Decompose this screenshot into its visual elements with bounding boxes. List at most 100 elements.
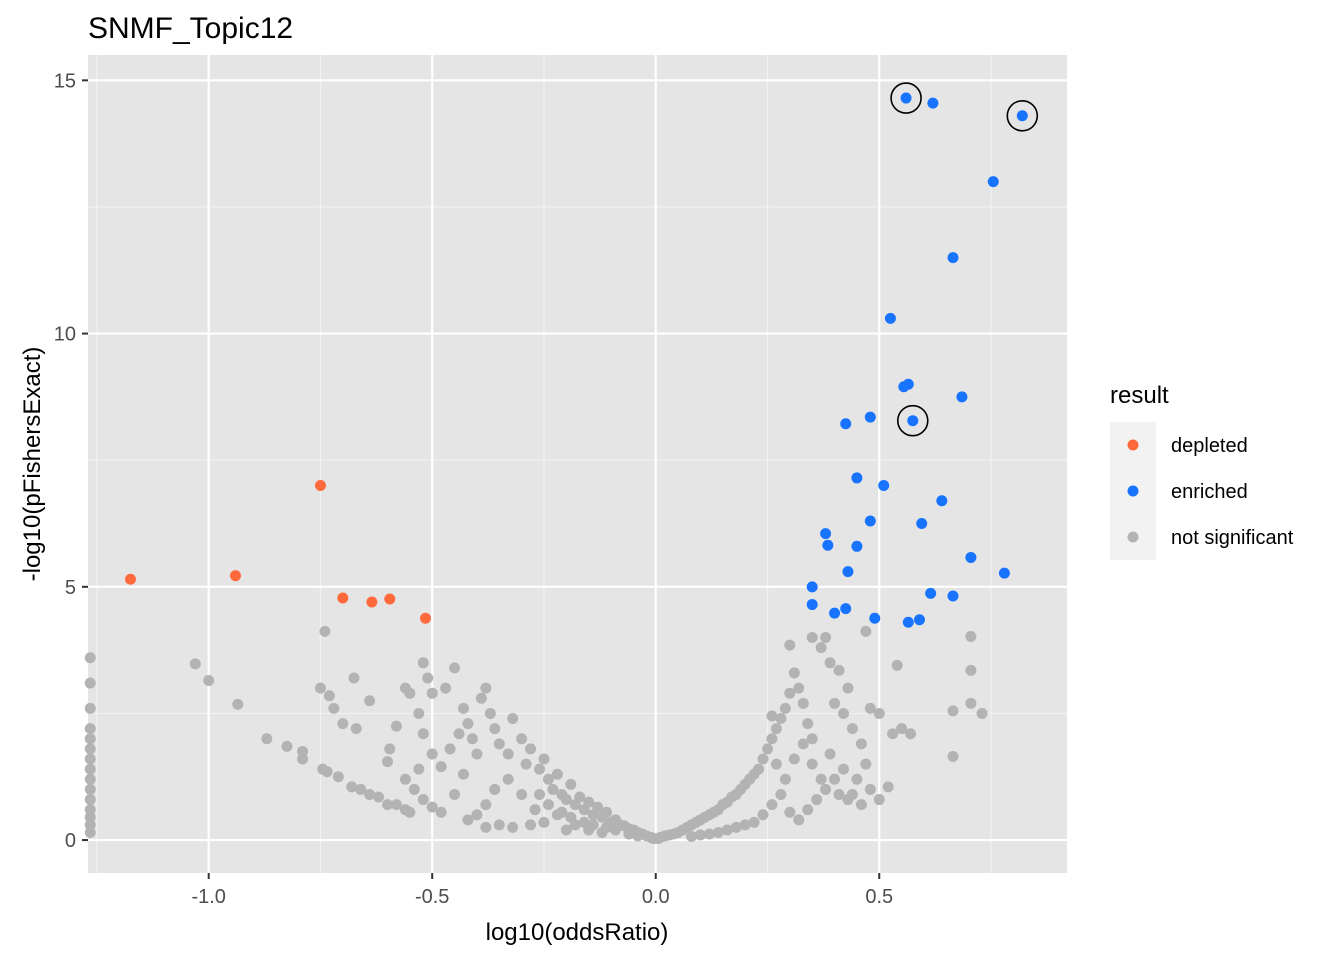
point-not-significant: [779, 773, 791, 785]
point-not-significant: [417, 794, 429, 806]
point-not-significant: [887, 728, 899, 740]
point-enriched: [820, 528, 832, 540]
point-enriched: [864, 411, 876, 423]
point-not-significant: [860, 758, 872, 770]
point-enriched: [936, 495, 948, 507]
point-enriched: [806, 581, 818, 593]
point-enriched: [987, 176, 999, 188]
point-enriched: [864, 515, 876, 527]
point-not-significant: [84, 652, 96, 664]
point-not-significant: [475, 692, 487, 704]
point-not-significant: [462, 718, 474, 730]
point-enriched: [851, 472, 863, 484]
point-not-significant: [873, 707, 885, 719]
point-not-significant: [328, 702, 340, 714]
point-not-significant: [770, 723, 782, 735]
point-enriched: [927, 97, 939, 109]
point-enriched: [916, 518, 928, 530]
point-not-significant: [323, 690, 335, 702]
x-axis: -1.0 -0.5 0.0 0.5: [191, 873, 893, 908]
point-not-significant: [350, 723, 362, 735]
point-not-significant: [281, 740, 293, 752]
point-not-significant: [824, 748, 836, 760]
point-not-significant: [811, 794, 823, 806]
point-not-significant: [458, 768, 470, 780]
point-not-significant: [471, 809, 483, 821]
point-not-significant: [905, 728, 917, 740]
point-not-significant: [824, 657, 836, 669]
point-not-significant: [384, 743, 396, 755]
point-not-significant: [842, 794, 854, 806]
point-not-significant: [520, 758, 532, 770]
point-enriched: [898, 381, 910, 393]
point-not-significant: [529, 804, 541, 816]
point-not-significant: [489, 723, 501, 735]
point-not-significant: [203, 675, 215, 687]
point-not-significant: [84, 763, 96, 775]
point-not-significant: [542, 799, 554, 811]
point-not-significant: [739, 819, 751, 831]
point-not-significant: [413, 763, 425, 775]
point-not-significant: [583, 796, 595, 808]
point-not-significant: [829, 773, 841, 785]
point-not-significant: [390, 720, 402, 732]
point-not-significant: [444, 743, 456, 755]
point-not-significant: [779, 702, 791, 714]
point-not-significant: [321, 766, 333, 778]
point-enriched: [965, 551, 977, 563]
point-not-significant: [846, 723, 858, 735]
x-tick-label: -1.0: [191, 886, 225, 908]
point-not-significant: [364, 695, 376, 707]
point-not-significant: [84, 819, 96, 831]
point-not-significant: [426, 748, 438, 760]
point-enriched: [913, 614, 925, 626]
highlight-ring: [890, 82, 922, 114]
point-not-significant: [534, 763, 546, 775]
point-not-significant: [855, 738, 867, 750]
point-not-significant: [507, 821, 519, 833]
point-not-significant: [806, 631, 818, 643]
point-enriched: [947, 590, 959, 602]
point-not-significant: [297, 753, 309, 765]
point-not-significant: [413, 707, 425, 719]
point-not-significant: [493, 738, 505, 750]
point-not-significant: [793, 682, 805, 694]
point-not-significant: [525, 819, 537, 831]
point-not-significant: [965, 630, 977, 642]
point-not-significant: [766, 733, 778, 745]
point-not-significant: [770, 758, 782, 770]
point-not-significant: [480, 799, 492, 811]
legend-key-not-significant: [1127, 531, 1139, 543]
point-not-significant: [232, 698, 244, 710]
point-not-significant: [516, 788, 528, 800]
point-not-significant: [297, 745, 309, 757]
point-not-significant: [565, 778, 577, 790]
point-enriched: [925, 587, 937, 599]
point-not-significant: [793, 814, 805, 826]
point-not-significant: [453, 728, 465, 740]
point-depleted: [366, 596, 378, 608]
point-not-significant: [965, 697, 977, 709]
point-not-significant: [947, 705, 959, 717]
point-not-significant: [965, 664, 977, 676]
y-tick-label: 5: [65, 577, 76, 599]
point-enriched: [956, 391, 968, 403]
point-not-significant: [757, 753, 769, 765]
point-not-significant: [578, 816, 590, 828]
point-not-significant: [703, 828, 715, 840]
point-not-significant: [712, 826, 724, 838]
point-not-significant: [84, 743, 96, 755]
point-not-significant: [873, 794, 885, 806]
point-not-significant: [84, 826, 96, 838]
highlight-ring: [1006, 99, 1039, 132]
point-not-significant: [730, 821, 742, 833]
x-tick-label: 0.5: [865, 886, 893, 908]
point-not-significant: [84, 723, 96, 735]
point-enriched: [840, 603, 852, 615]
point-enriched: [842, 566, 854, 578]
point-enriched: [884, 312, 896, 324]
point-depleted: [230, 570, 242, 582]
point-not-significant: [538, 816, 550, 828]
point-not-significant: [882, 781, 894, 793]
plot-panel: [88, 55, 1067, 873]
